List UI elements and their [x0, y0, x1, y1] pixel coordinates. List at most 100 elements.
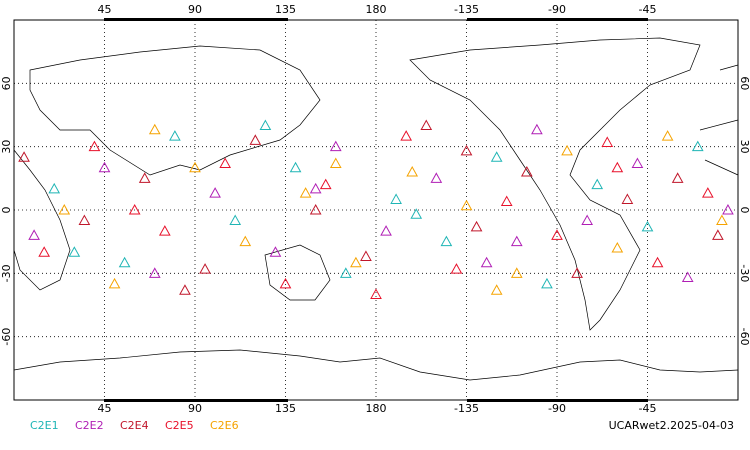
x-tick-label: 180: [366, 402, 387, 415]
obs-marker: [460, 199, 473, 211]
obs-marker: [400, 130, 413, 141]
obs-marker: [189, 161, 201, 173]
obs-marker: [430, 172, 443, 183]
obs-marker: [510, 235, 523, 247]
obs-marker: [38, 246, 51, 257]
obs-marker: [18, 151, 30, 162]
obs-marker: [78, 214, 91, 226]
legend-entry: C2E2: [75, 419, 104, 432]
obs-marker: [309, 182, 322, 194]
x-tick-label: 45: [98, 3, 112, 16]
x-tick-label: 135: [275, 3, 296, 16]
obs-marker: [68, 246, 81, 257]
obs-marker: [219, 157, 232, 169]
y-tick-label: 30: [738, 140, 750, 154]
obs-marker: [370, 288, 382, 299]
obs-marker: [510, 267, 523, 278]
obs-marker: [128, 203, 141, 215]
obs-marker: [339, 267, 352, 278]
obs-marker: [701, 187, 714, 198]
y-tick-label: 60: [0, 76, 13, 90]
obs-marker: [319, 178, 332, 190]
obs-marker: [460, 144, 473, 156]
obs-marker: [249, 134, 262, 145]
obs-marker: [661, 130, 674, 141]
obs-marker: [681, 271, 694, 283]
obs-marker: [712, 229, 724, 240]
x-tick-label: -90: [548, 3, 566, 16]
obs-marker: [651, 256, 664, 268]
obs-marker: [500, 195, 513, 207]
obs-marker: [380, 225, 392, 236]
coastlines: [13, 37, 739, 381]
obs-marker: [158, 225, 171, 236]
obs-marker: [641, 220, 654, 232]
frame-bars: [104, 18, 648, 402]
x-tick-label: 45: [98, 402, 112, 415]
x-tick-label: 90: [188, 3, 202, 16]
obs-marker: [691, 140, 704, 152]
x-tick-label: -135: [454, 3, 479, 16]
obs-marker: [259, 119, 272, 131]
obs-marker: [450, 263, 463, 274]
obs-marker: [88, 140, 101, 152]
y-tick-label: -60: [0, 328, 13, 346]
obs-marker: [571, 267, 583, 278]
y-tick-label: -30: [738, 264, 750, 282]
obs-marker: [581, 214, 594, 226]
obs-marker: [490, 284, 503, 295]
obs-marker: [611, 241, 624, 253]
obs-marker: [551, 229, 563, 240]
x-tick-label: -90: [548, 402, 566, 415]
y-tick-label: -30: [0, 264, 13, 282]
obs-marker: [148, 267, 161, 278]
y-tick-label: 30: [0, 140, 13, 154]
obs-marker: [531, 123, 543, 135]
obs-marker: [28, 229, 40, 240]
obs-marker: [148, 123, 161, 135]
y-tick-label: 0: [0, 207, 13, 214]
obs-marker: [591, 178, 604, 190]
obs-marker: [520, 165, 533, 177]
obs-marker: [138, 172, 151, 183]
obs-marker: [118, 256, 131, 268]
x-tick-label: -45: [639, 3, 657, 16]
obs-marker: [299, 187, 312, 198]
obs-marker: [716, 214, 728, 226]
obs-marker: [279, 277, 292, 289]
x-tick-label: -45: [639, 402, 657, 415]
obs-marker: [611, 161, 624, 173]
obs-marker: [179, 284, 191, 295]
obs-marker: [209, 187, 221, 198]
obs-marker: [410, 208, 423, 219]
obs-marker: [406, 165, 419, 177]
obs-marker: [490, 151, 503, 162]
obs-marker: [108, 277, 121, 289]
obs-marker: [58, 203, 71, 215]
obs-marker: [199, 263, 211, 274]
obs-marker: [671, 172, 684, 183]
obs-marker: [722, 203, 734, 215]
obs-marker: [561, 144, 573, 156]
legend-entry: C2E5: [165, 419, 194, 432]
legend-entry: C2E4: [120, 419, 149, 432]
obs-marker: [440, 235, 453, 247]
obs-marker: [98, 161, 111, 173]
obs-marker: [631, 157, 644, 169]
x-tick-label: 180: [366, 3, 387, 16]
obs-marker: [329, 157, 342, 169]
obs-marker: [229, 214, 242, 226]
y-tick-label: 60: [738, 76, 750, 90]
obs-marker: [420, 119, 433, 131]
y-tick-label: -60: [738, 328, 750, 346]
obs-marker: [269, 246, 282, 257]
legend-entry: C2E1: [30, 419, 59, 432]
obs-marker: [360, 250, 372, 261]
obs-marker: [541, 277, 553, 289]
obs-marker: [48, 182, 61, 194]
obs-marker: [390, 193, 402, 204]
obs-marker: [289, 161, 302, 173]
legend-entry: C2E6: [210, 419, 239, 432]
obs-marker: [309, 203, 322, 215]
